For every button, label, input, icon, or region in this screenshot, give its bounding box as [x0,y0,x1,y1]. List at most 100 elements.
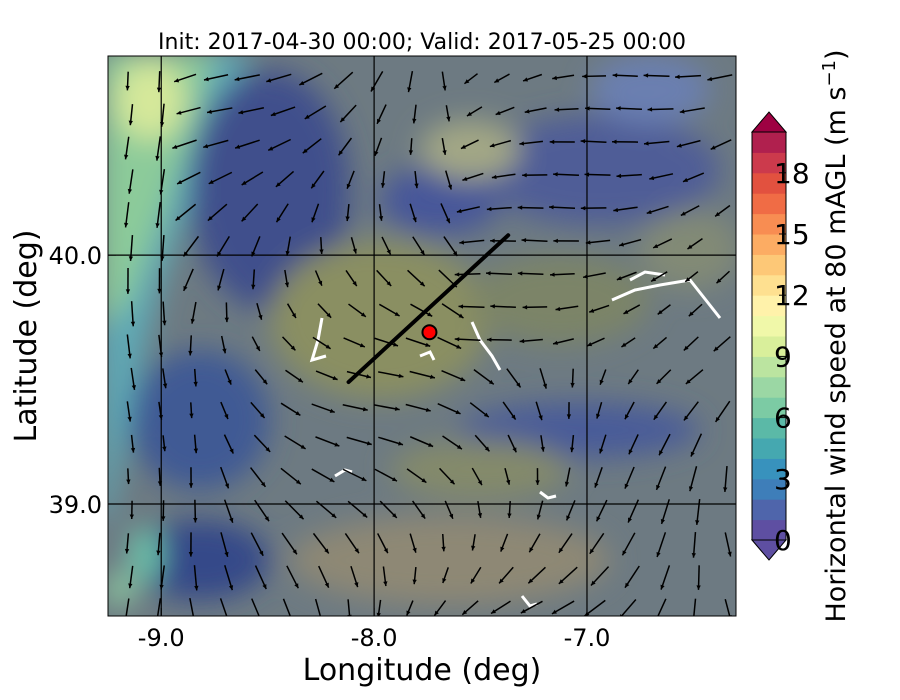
wind-arrow-head [536,514,541,520]
wind-arrow-head [159,189,164,195]
wind-arrow-head [155,223,160,228]
wind-arrow-head [551,609,557,614]
wind-arrow-head [570,382,575,388]
wind-arrow-head [262,379,268,385]
wind-arrow-head [329,408,335,413]
wind-arrow-head [383,548,388,554]
wind-arrow-head [710,145,716,150]
transect-line [346,233,511,385]
colorbar-swatch [752,295,786,317]
wind-arrow-shaft [125,598,130,616]
wind-arrow-head [130,321,136,327]
wind-arrow-head [553,340,558,345]
wind-arrow-head [692,617,696,622]
x-tick-label: -7.0 [564,624,611,652]
wind-arrow-head [130,447,136,453]
wind-arrow-head [131,385,136,390]
wind-arrow-head [582,74,587,79]
y-tick-label: 39.0 [49,491,102,519]
wind-arrow-head [628,517,632,523]
wind-arrow-head [447,184,453,190]
wind-arrow-head [599,379,604,385]
y-axis-label: Latitude (deg) [9,230,44,443]
wind-arrow-head [331,513,337,518]
wind-arrow-head [346,183,351,189]
wind-arrow-head [522,305,528,310]
wind-arrow-head [251,251,256,257]
wind-arrow-head [366,441,372,446]
wind-arrow-head [649,175,655,181]
wind-arrow-head [128,256,134,261]
wind-arrow-head [442,150,447,155]
wind-arrow-head [380,182,386,188]
wind-arrow-head [188,483,194,488]
wind-arrow-head [371,86,376,92]
wind-arrow-head [203,144,209,149]
wind-arrow-head [162,320,167,326]
wind-arrow-head [511,414,516,420]
wind-arrow-head [158,414,163,420]
wind-arrow-head [449,513,454,519]
wind-arrow-head [392,477,397,482]
wind-arrow-head [653,344,659,349]
wind-arrow-shaft [693,598,697,616]
wind-arrow-head [194,585,199,591]
wind-arrow-head [656,551,661,557]
wind-arrow-head [554,107,560,112]
wind-arrow-head [334,84,340,89]
wind-arrow-head [299,80,305,85]
map-frame [107,55,737,617]
wind-arrow-head [723,487,728,492]
wind-arrow-head [507,513,512,518]
wind-arrow-head [386,249,391,255]
wind-arrow-head [374,150,379,156]
wind-arrow-head [441,546,446,552]
wind-arrow-shaft [724,599,731,616]
colorbar-swatch [752,274,786,296]
wind-arrow-head [255,345,260,351]
wind-arrow-head [189,413,194,419]
wind-arrow-head [713,346,719,352]
wind-arrow-head [260,481,266,487]
wind-arrow-head [555,306,561,312]
colorbar-tick-label: 18 [774,157,810,190]
wind-arrow-head [685,277,691,282]
wind-arrow-head [660,584,665,590]
wind-arrow-head [228,585,234,591]
wind-arrow-head [688,486,694,492]
wind-arrow-head [235,144,241,149]
wind-arrow-head [454,337,460,342]
wind-arrow-head [172,144,178,149]
wind-arrow-head [675,74,680,80]
wind-arrow-head [456,444,462,450]
wind-arrow-head [456,208,462,214]
wind-arrow-head [193,517,198,523]
wind-arrow-head [193,448,199,454]
wind-arrow-head [558,579,564,584]
wind-arrow-head [540,446,545,452]
wind-arrow-head [217,285,222,291]
colorbar-swatch [752,438,786,459]
wind-arrow-head [123,222,129,228]
wind-arrow-head [679,109,685,114]
wind-arrow-head [716,278,722,284]
wind-arrow-head [653,243,659,248]
wind-arrow-head [446,116,451,122]
wind-arrow-head [227,379,232,385]
colorbar-swatch [752,234,786,255]
wind-arrow-head [183,285,188,291]
wind-arrow-head [276,217,281,223]
wind-arrow-shaft [156,598,162,616]
wind-arrow-head [624,414,629,420]
wind-arrow-head [319,249,324,254]
wind-arrow-head [347,614,352,616]
wind-arrow-head [462,610,468,615]
wind-arrow-head [419,281,425,287]
wind-arrow-head [622,550,627,556]
wind-arrow-head [553,238,558,244]
wind-arrow-shaft [347,599,351,616]
wind-arrow-head [587,342,593,347]
wind-arrow-head [528,578,534,584]
wind-arrow-head [471,545,476,551]
wind-arrow-head [318,280,323,286]
